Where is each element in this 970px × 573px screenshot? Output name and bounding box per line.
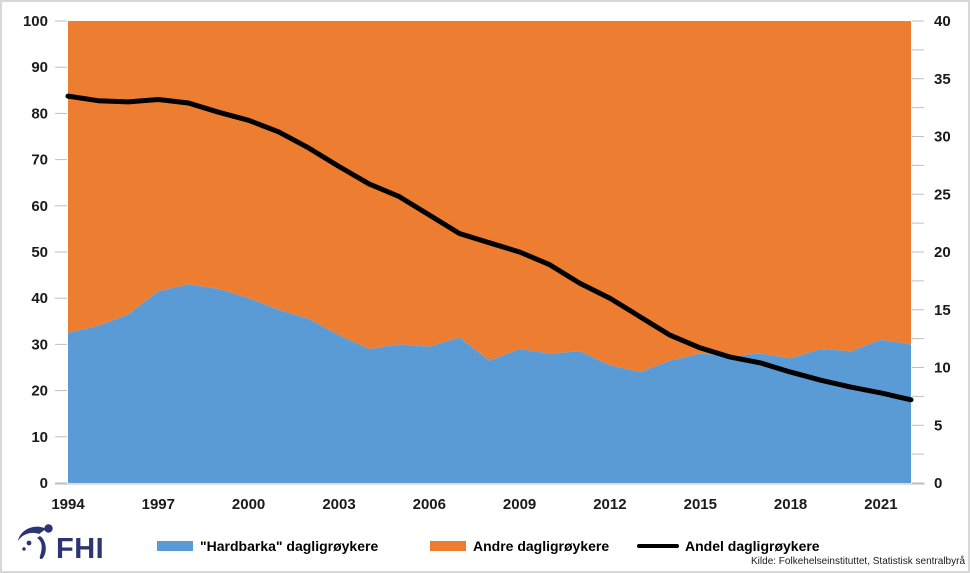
left-axis-label: 60 xyxy=(31,198,48,215)
andre-area-swatch-icon xyxy=(430,541,466,551)
source-note: Kilde: Folkehelseinstituttet, Statistisk… xyxy=(751,556,965,567)
hardbarka-area-swatch-icon xyxy=(157,541,193,551)
fhi-logo: FHI xyxy=(18,524,104,565)
andre-dagligroykere-area xyxy=(68,21,911,373)
x-axis-label: 2012 xyxy=(593,496,626,513)
right-axis-label: 20 xyxy=(934,244,951,261)
left-axis-label: 20 xyxy=(31,383,48,400)
right-axis-label: 10 xyxy=(934,360,951,377)
legend-label-hardbarka: "Hardbarka" dagligrøykere xyxy=(200,538,379,554)
left-axis-label: 40 xyxy=(31,290,48,307)
left-axis-label: 80 xyxy=(31,105,48,122)
hardbarka-dagligroykere-area xyxy=(68,284,911,483)
legend-item-andel: Andel dagligrøykere xyxy=(637,536,820,556)
left-axis-label: 50 xyxy=(31,244,48,261)
legend-label-andre: Andre dagligrøykere xyxy=(473,538,610,554)
right-axis-label: 0 xyxy=(934,475,942,492)
x-axis-label: 2006 xyxy=(413,496,446,513)
x-axis-label: 1997 xyxy=(142,496,175,513)
x-axis-label: 1994 xyxy=(51,496,85,513)
andel-line-swatch-icon xyxy=(637,544,679,548)
andel-dagligroykere-line xyxy=(65,93,914,403)
right-axis-label: 35 xyxy=(934,71,951,88)
left-axis-label: 100 xyxy=(23,13,48,30)
legend-item-andre: Andre dagligrøykere xyxy=(430,536,609,556)
right-axis-label: 15 xyxy=(934,302,951,319)
legend-label-andel: Andel dagligrøykere xyxy=(685,538,820,554)
x-axis-label: 2015 xyxy=(684,496,717,513)
legend-item-hardbarka: "Hardbarka" dagligrøykere xyxy=(157,536,378,556)
right-axis-label: 30 xyxy=(934,129,951,146)
x-axis-label: 2003 xyxy=(322,496,355,513)
left-axis-label: 30 xyxy=(31,336,48,353)
left-axis-label: 70 xyxy=(31,152,48,169)
left-axis-label: 10 xyxy=(31,429,48,446)
left-axis-label: 0 xyxy=(40,475,48,492)
right-axis-label: 5 xyxy=(934,417,942,434)
right-axis-label: 25 xyxy=(934,186,951,203)
x-axis-label: 2009 xyxy=(503,496,536,513)
x-axis-label: 2018 xyxy=(774,496,807,513)
fhi-logo-text: FHI xyxy=(56,533,104,565)
fhi-swoosh-icon xyxy=(18,524,53,560)
left-axis-label: 90 xyxy=(31,59,48,76)
legend: "Hardbarka" dagligrøykere Andre dagligrø… xyxy=(0,536,970,560)
x-axis-label: 2021 xyxy=(864,496,897,513)
right-axis-label: 40 xyxy=(934,13,951,30)
x-axis-label: 2000 xyxy=(232,496,265,513)
